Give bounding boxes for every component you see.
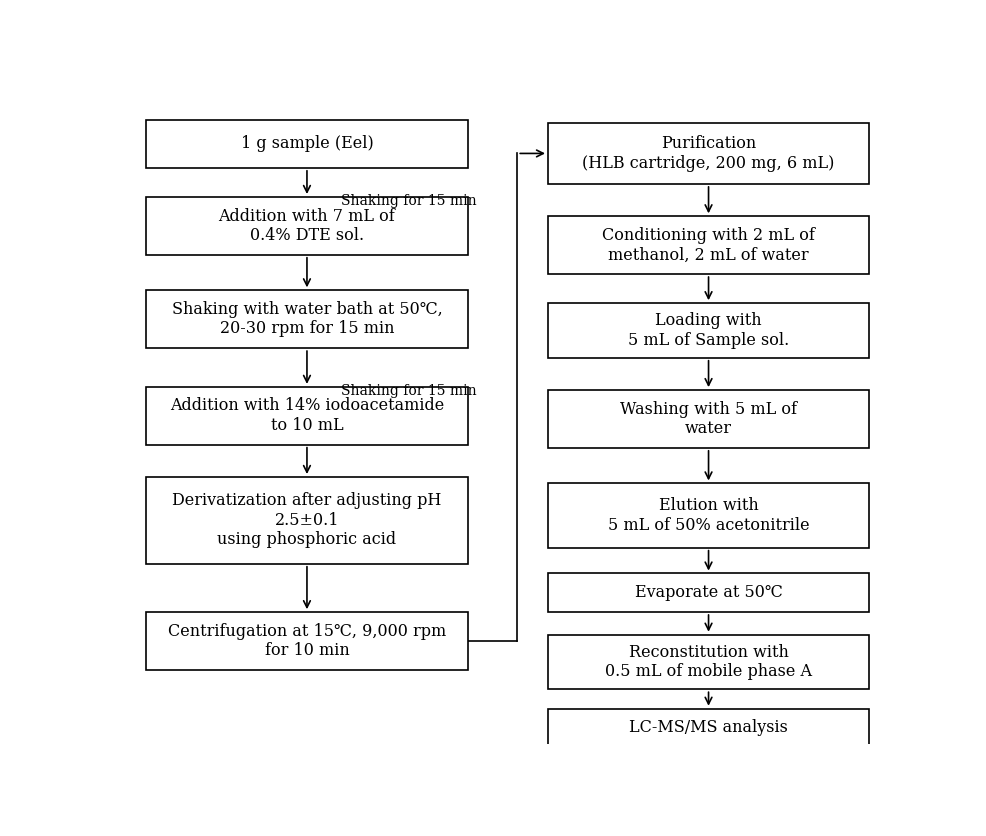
Text: Purification
(HLB cartridge, 200 mg, 6 mL): Purification (HLB cartridge, 200 mg, 6 m…	[582, 135, 834, 171]
FancyBboxPatch shape	[146, 477, 467, 563]
Text: 1 g sample (Eel): 1 g sample (Eel)	[241, 135, 373, 152]
FancyBboxPatch shape	[547, 217, 869, 274]
FancyBboxPatch shape	[547, 709, 869, 747]
FancyBboxPatch shape	[547, 123, 869, 184]
Text: Evaporate at 50℃: Evaporate at 50℃	[634, 584, 782, 601]
Text: Washing with 5 mL of
water: Washing with 5 mL of water	[619, 400, 797, 437]
FancyBboxPatch shape	[547, 390, 869, 448]
Text: Addition with 7 mL of
0.4% DTE sol.: Addition with 7 mL of 0.4% DTE sol.	[218, 207, 395, 244]
Text: Addition with 14% iodoacetamide
to 10 mL: Addition with 14% iodoacetamide to 10 mL	[170, 397, 444, 434]
Text: Centrifugation at 15℃, 9,000 rpm
for 10 min: Centrifugation at 15℃, 9,000 rpm for 10 …	[168, 623, 446, 660]
Text: Shaking for 15 min: Shaking for 15 min	[341, 385, 476, 398]
FancyBboxPatch shape	[547, 303, 869, 358]
Text: Shaking for 15 min: Shaking for 15 min	[341, 195, 476, 208]
FancyBboxPatch shape	[146, 120, 467, 168]
Text: Reconstitution with
0.5 mL of mobile phase A: Reconstitution with 0.5 mL of mobile pha…	[604, 644, 811, 681]
Text: Loading with
5 mL of Sample sol.: Loading with 5 mL of Sample sol.	[627, 312, 789, 349]
Text: Derivatization after adjusting pH
2.5±0.1
using phosphoric acid: Derivatization after adjusting pH 2.5±0.…	[173, 492, 441, 548]
FancyBboxPatch shape	[146, 197, 467, 255]
FancyBboxPatch shape	[146, 290, 467, 348]
Text: Shaking with water bath at 50℃,
20-30 rpm for 15 min: Shaking with water bath at 50℃, 20-30 rp…	[172, 301, 442, 338]
FancyBboxPatch shape	[146, 387, 467, 445]
FancyBboxPatch shape	[146, 612, 467, 670]
Text: LC-MS/MS analysis: LC-MS/MS analysis	[628, 720, 787, 737]
FancyBboxPatch shape	[547, 635, 869, 690]
Text: Elution with
5 mL of 50% acetonitrile: Elution with 5 mL of 50% acetonitrile	[607, 497, 809, 534]
FancyBboxPatch shape	[547, 573, 869, 612]
Text: Conditioning with 2 mL of
methanol, 2 mL of water: Conditioning with 2 mL of methanol, 2 mL…	[601, 227, 814, 263]
FancyBboxPatch shape	[547, 483, 869, 548]
